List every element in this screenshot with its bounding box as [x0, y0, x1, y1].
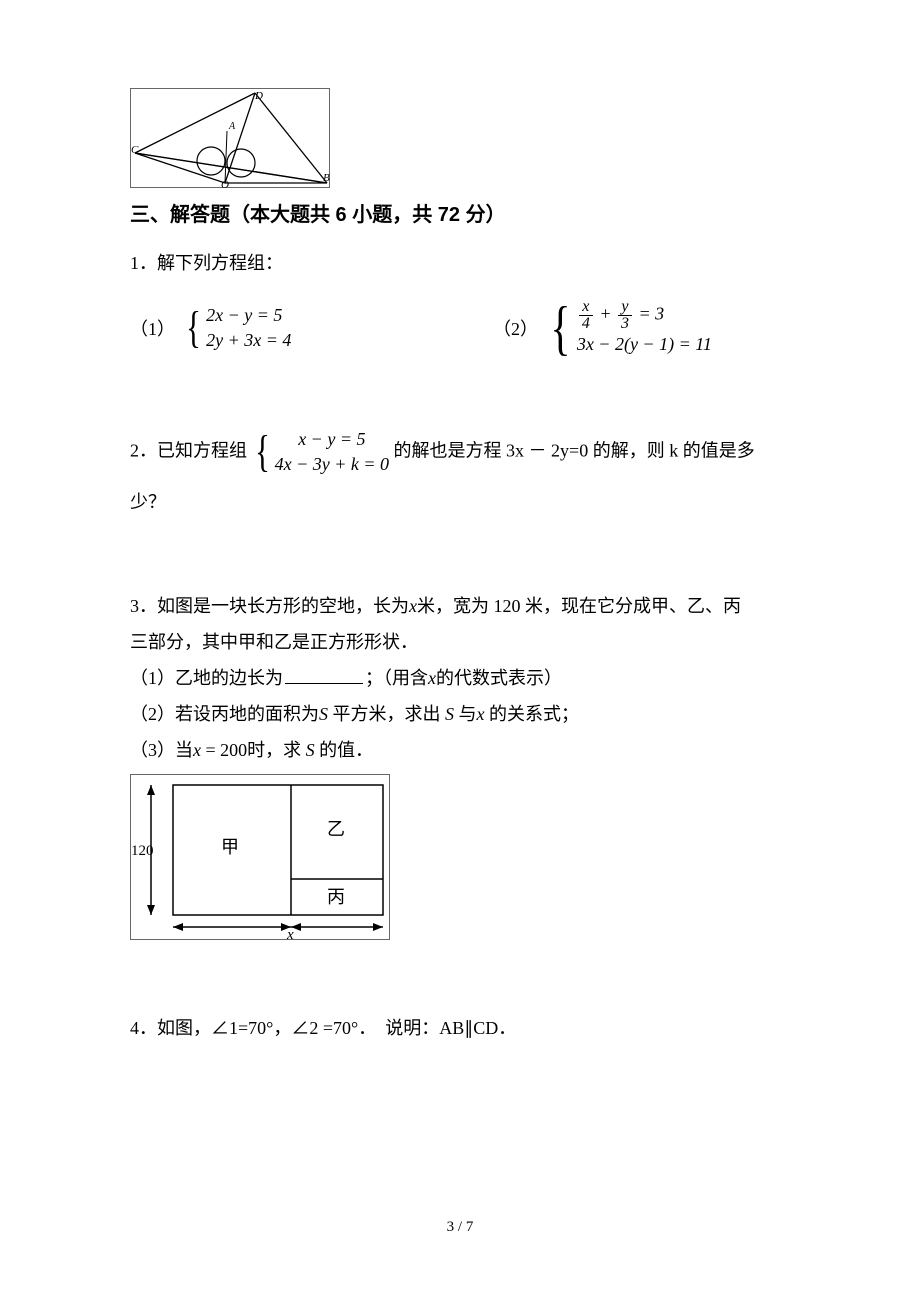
- brace-icon: {: [255, 439, 270, 465]
- q1-part2: （2） { x4 + y3 = 3 3x − 2(y − 1) = 11: [493, 299, 790, 357]
- q2-system: { x − y = 5 4x − 3y + k = 0: [252, 427, 390, 477]
- q1-part2-line2: 3x − 2(y − 1) = 11: [577, 332, 712, 357]
- q1-stem: 1．解下列方程组：: [130, 245, 790, 281]
- q1-part1-line2: 2y + 3x = 4: [206, 328, 291, 353]
- page-footer: 3 / 7: [0, 1219, 920, 1236]
- brace-icon: {: [186, 315, 201, 341]
- svg-text:B: B: [323, 172, 330, 184]
- q2-sys-line1: x − y = 5: [275, 427, 389, 452]
- q2-sys-line2: 4x − 3y + k = 0: [275, 452, 389, 477]
- label-120: 120: [131, 843, 154, 859]
- svg-text:D: D: [254, 90, 263, 102]
- q1-part1: （1） { 2x − y = 5 2y + 3x = 4: [130, 303, 493, 353]
- figure-rectangle: 120 x 甲 乙 丙: [130, 774, 390, 940]
- svg-text:C: C: [131, 144, 139, 156]
- q1-part2-label: （2）: [493, 315, 538, 341]
- figure-triangle: C O B D A: [130, 88, 330, 188]
- brace-icon: {: [550, 310, 570, 346]
- svg-text:x: x: [286, 927, 294, 941]
- section-heading: 三、解答题（本大题共 6 小题，共 72 分）: [130, 198, 790, 227]
- q1-equations: （1） { 2x − y = 5 2y + 3x = 4 （2） { x4 + …: [130, 299, 790, 357]
- q2: 2．已知方程组 { x − y = 5 4x − 3y + k = 0 的解也是…: [130, 427, 790, 477]
- svg-text:乙: 乙: [327, 819, 345, 839]
- q2-line2: 少？: [130, 484, 790, 520]
- q2-prefix: 2．已知方程组: [130, 441, 247, 461]
- svg-text:丙: 丙: [327, 887, 345, 907]
- svg-text:O: O: [221, 179, 229, 189]
- q1-part1-system: { 2x − y = 5 2y + 3x = 4: [183, 303, 291, 353]
- q1-part2-system: { x4 + y3 = 3 3x − 2(y − 1) = 11: [546, 299, 712, 357]
- q3-line2: 三部分，其中甲和乙是正方形形状．: [130, 624, 790, 660]
- q1-part2-line1: x4 + y3 = 3: [577, 299, 712, 332]
- blank-field: [285, 683, 363, 684]
- q3-p3: （3）当x = 200时，求 S 的值．: [130, 732, 790, 768]
- q2-suffix: 的解也是方程 3x － 2y=0 的解，则 k 的值是多: [394, 441, 755, 461]
- q1-part1-line1: 2x − y = 5: [206, 303, 291, 328]
- q3-line1: 3．如图是一块长方形的空地，长为x米，宽为 120 米，现在它分成甲、乙、丙: [130, 588, 790, 624]
- q3-p2: （2）若设丙地的面积为S 平方米，求出 S 与x 的关系式；: [130, 696, 790, 732]
- q1-part1-label: （1）: [130, 315, 175, 341]
- q4: 4．如图，∠1=70°，∠2 =70°． 说明：AB∥CD．: [130, 1010, 790, 1046]
- q3-p1: （1）乙地的边长为；（用含x的代数式表示）: [130, 660, 790, 696]
- svg-text:A: A: [228, 121, 236, 132]
- svg-text:甲: 甲: [221, 837, 239, 857]
